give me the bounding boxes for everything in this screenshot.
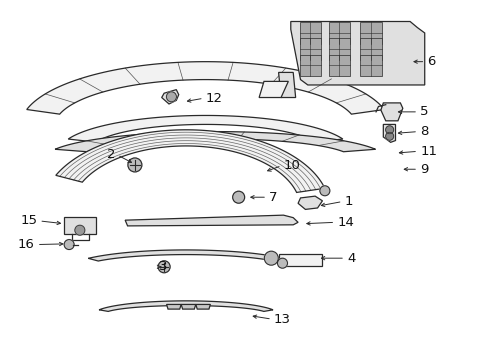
Polygon shape (195, 305, 210, 309)
Text: 7: 7 (268, 191, 277, 204)
Polygon shape (278, 253, 322, 266)
Text: 1: 1 (344, 195, 352, 208)
Polygon shape (299, 54, 320, 76)
Polygon shape (64, 217, 96, 234)
Text: 2: 2 (106, 148, 115, 161)
Text: 12: 12 (205, 92, 223, 105)
Circle shape (277, 258, 287, 268)
Text: 11: 11 (419, 145, 436, 158)
Circle shape (264, 251, 278, 265)
Text: 8: 8 (419, 125, 427, 138)
Polygon shape (328, 22, 349, 44)
Polygon shape (360, 54, 381, 76)
Polygon shape (328, 39, 349, 60)
Polygon shape (56, 130, 324, 193)
Circle shape (232, 191, 244, 203)
Text: 4: 4 (346, 252, 355, 265)
Polygon shape (99, 301, 272, 311)
Polygon shape (298, 196, 322, 210)
Polygon shape (55, 132, 375, 152)
Circle shape (64, 239, 74, 249)
Polygon shape (290, 22, 424, 85)
Text: 9: 9 (419, 163, 427, 176)
Circle shape (75, 225, 84, 235)
Polygon shape (360, 39, 381, 60)
Polygon shape (299, 22, 320, 44)
Text: 5: 5 (419, 105, 427, 118)
Text: 13: 13 (273, 312, 290, 326)
Polygon shape (360, 22, 381, 44)
Polygon shape (181, 305, 195, 309)
Circle shape (158, 261, 170, 273)
Polygon shape (380, 103, 402, 121)
Polygon shape (125, 215, 298, 226)
Text: 14: 14 (337, 216, 353, 229)
Polygon shape (88, 250, 294, 263)
Circle shape (385, 126, 393, 134)
Circle shape (319, 186, 329, 196)
Polygon shape (328, 54, 349, 76)
Polygon shape (299, 39, 320, 60)
Circle shape (385, 132, 393, 140)
Circle shape (166, 92, 176, 102)
Text: 10: 10 (283, 159, 300, 172)
Polygon shape (68, 116, 342, 142)
Polygon shape (383, 125, 395, 142)
Polygon shape (162, 90, 179, 104)
Text: 6: 6 (427, 55, 435, 68)
Polygon shape (259, 81, 288, 98)
Polygon shape (27, 62, 384, 114)
Polygon shape (278, 72, 295, 98)
Text: 3: 3 (159, 260, 168, 273)
Circle shape (128, 158, 142, 172)
Text: 16: 16 (18, 238, 35, 251)
Polygon shape (166, 305, 181, 309)
Text: 15: 15 (20, 215, 37, 228)
